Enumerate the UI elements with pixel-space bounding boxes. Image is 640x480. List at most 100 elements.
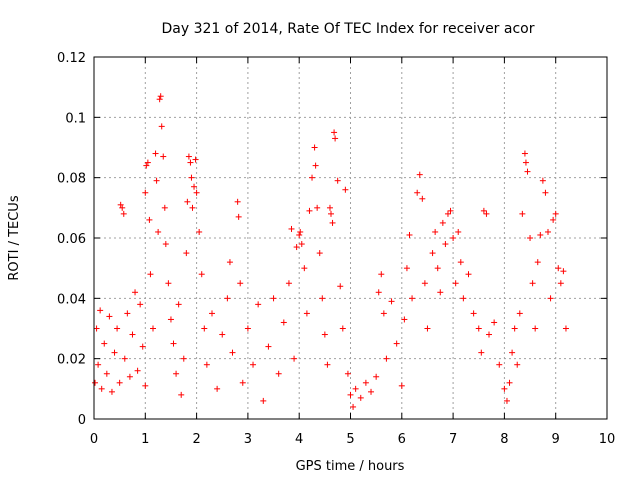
data-point <box>103 370 110 377</box>
data-point <box>545 228 552 235</box>
data-point <box>234 198 241 205</box>
data-point <box>514 361 521 368</box>
data-point <box>291 355 298 362</box>
data-point <box>429 250 436 257</box>
data-point <box>188 174 195 181</box>
data-point <box>388 298 395 305</box>
data-point <box>357 394 364 401</box>
data-point <box>311 144 318 151</box>
data-point <box>155 228 162 235</box>
data-point <box>187 159 194 166</box>
data-point <box>193 189 200 196</box>
data-point <box>189 204 196 211</box>
data-point <box>503 397 510 404</box>
data-point <box>475 325 482 332</box>
data-point <box>506 379 513 386</box>
data-point <box>393 340 400 347</box>
data-point <box>491 319 498 326</box>
data-point <box>142 189 149 196</box>
data-point <box>529 280 536 287</box>
y-tick-label: 0.08 <box>57 172 86 187</box>
data-point <box>126 373 133 380</box>
data-point <box>129 331 136 338</box>
data-point <box>455 228 462 235</box>
data-point <box>285 280 292 287</box>
data-point <box>288 225 295 232</box>
data-point <box>450 235 457 241</box>
data-point <box>328 210 335 217</box>
data-point <box>332 135 339 142</box>
x-tick-label: 10 <box>599 432 616 447</box>
data-point <box>527 235 534 241</box>
data-point <box>301 265 308 272</box>
data-point <box>114 325 121 332</box>
data-point <box>170 340 177 347</box>
data-point <box>137 301 144 308</box>
data-point <box>143 162 150 169</box>
data-point <box>153 177 160 184</box>
data-point <box>265 343 272 350</box>
data-point <box>270 295 277 302</box>
data-point <box>117 201 124 208</box>
data-point <box>152 150 159 157</box>
data-point <box>373 373 380 380</box>
data-point <box>224 295 231 302</box>
data-point <box>312 162 319 169</box>
x-tick-label: 6 <box>398 432 406 447</box>
data-point <box>326 204 333 211</box>
data-point <box>208 310 215 317</box>
data-point <box>95 361 102 368</box>
data-point <box>398 382 405 389</box>
data-point <box>352 385 359 392</box>
data-point <box>173 370 180 377</box>
data-point <box>214 385 221 392</box>
data-point <box>524 168 531 175</box>
data-point <box>229 349 236 356</box>
data-point <box>203 361 210 368</box>
data-point <box>237 280 244 287</box>
data-point <box>470 310 477 317</box>
data-point <box>293 244 300 251</box>
data-point <box>235 213 242 220</box>
data-point <box>434 265 441 272</box>
x-tick-label: 0 <box>90 432 98 447</box>
data-point <box>424 325 431 332</box>
data-point <box>309 174 316 181</box>
data-point <box>160 153 167 160</box>
data-point <box>350 403 357 410</box>
data-point <box>380 310 387 317</box>
data-point <box>334 177 341 184</box>
data-point <box>409 295 416 302</box>
data-point <box>296 231 303 238</box>
data-point <box>555 265 562 272</box>
data-point <box>183 250 190 257</box>
data-point <box>184 198 191 205</box>
data-point <box>244 325 251 332</box>
x-tick-label: 1 <box>141 432 149 447</box>
data-point <box>496 361 503 368</box>
data-point <box>306 207 313 214</box>
data-point <box>303 310 310 317</box>
data-point <box>198 271 205 278</box>
chart-title: Day 321 of 2014, Rate Of TEC Index for r… <box>162 21 535 37</box>
y-tick-label: 0.04 <box>57 292 86 307</box>
data-point <box>165 280 172 287</box>
data-point <box>92 379 99 386</box>
data-point <box>522 159 529 166</box>
data-point <box>192 156 199 163</box>
data-point <box>108 388 115 395</box>
data-point <box>298 241 305 248</box>
data-point <box>452 280 459 287</box>
data-point <box>132 289 139 296</box>
data-point <box>185 153 192 160</box>
x-tick-label: 5 <box>346 432 354 447</box>
data-point <box>314 204 321 211</box>
data-point <box>537 231 544 238</box>
data-point <box>319 295 326 302</box>
data-point <box>550 216 557 223</box>
data-point <box>534 259 541 266</box>
x-axis-label: GPS time / hours <box>296 459 405 474</box>
data-point <box>201 325 208 332</box>
data-point <box>93 325 100 332</box>
